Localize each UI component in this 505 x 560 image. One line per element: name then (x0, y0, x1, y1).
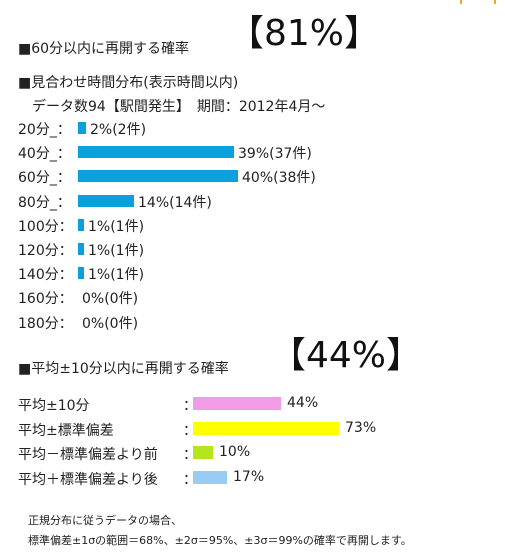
distribution-bar (78, 218, 84, 231)
distribution-category-label: 120分： (18, 243, 73, 259)
probability-category-label: 平均－標準偏差より前 (18, 447, 158, 463)
section1-title: ■60分以内に再開する確率 (18, 41, 190, 57)
distribution-row: 40分_： 39%(37件) (18, 141, 478, 163)
probability-category-label: 平均＋標準偏差より後 (18, 471, 158, 488)
distribution-value-label: 14%(14件) (138, 194, 212, 211)
distribution-row: 120分： 1%(1件) (18, 238, 478, 260)
distribution-bar (78, 267, 84, 280)
probability-value-label: 73% (345, 419, 377, 436)
probability-row: 平均±10分： 44% (18, 392, 478, 416)
distribution-row: 60分_： 40%(38件) (18, 165, 478, 187)
probability-value-label: 10% (219, 444, 251, 460)
distribution-category-label: 60分_： (18, 170, 71, 187)
probability-row: 平均±標準偏差： 73% (18, 417, 478, 441)
distribution-category-label: 180分： (18, 315, 73, 332)
note-line-1: 正規分布に従うデータの場合、 (28, 514, 182, 527)
distribution-value-label: 1%(1件) (88, 267, 145, 284)
distribution-value-label: 0%(0件) (82, 315, 139, 332)
distribution-row: 80分_： 14%(14件) (18, 190, 478, 212)
distribution-value-label: 40%(38件) (242, 170, 316, 187)
probability-bar (193, 421, 339, 435)
distribution-bar (78, 122, 86, 134)
distribution-bar (78, 170, 238, 183)
probability-row: 平均＋標準偏差より後： 17% (18, 466, 478, 490)
distribution-category-label: 100分： (18, 218, 73, 235)
probability-bar (193, 397, 281, 410)
distribution-category-label: 20分_： (18, 122, 71, 138)
corner-mark (494, 0, 496, 4)
section1-percentage: 【81%】 (228, 13, 381, 54)
distribution-bar (78, 243, 84, 255)
distribution-category-label: 80分_： (18, 194, 71, 211)
distribution-category-label: 40分_： (18, 146, 71, 163)
distribution-value-label: 1%(1件) (88, 218, 145, 235)
probability-value-label: 17% (233, 468, 265, 485)
distribution-value-label: 1%(1件) (88, 243, 145, 259)
distribution-value-label: 2%(2件) (90, 122, 147, 138)
probability-category-label: 平均±10分 (18, 398, 90, 414)
distribution-bar (78, 194, 134, 207)
distribution-bar (78, 146, 234, 159)
distribution-row: 160分： 0%(0件) (18, 286, 478, 308)
distribution-row: 140分： 1%(1件) (18, 262, 478, 284)
section2-subtitle: データ数94【駅間発生】 期間：2012年4月～ (32, 99, 326, 115)
corner-mark (460, 0, 462, 4)
distribution-row: 100分： 1%(1件) (18, 214, 478, 236)
section2-title: ■見合わせ時間分布(表示時間以内) (18, 75, 239, 91)
probability-bar (193, 446, 213, 459)
probability-category-label: 平均±標準偏差 (18, 422, 114, 439)
distribution-value-label: 0%(0件) (82, 291, 139, 308)
probability-bar (193, 470, 227, 484)
section3-title: ■平均±10分以内に再開する確率 (18, 361, 229, 377)
note-line-2: 標準偏差±1σの範囲＝68%、±2σ＝95%、±3σ＝99%の確率で再開します。 (28, 534, 412, 547)
section3-percentage: 【44%】 (270, 335, 423, 376)
distribution-row: 20分_： 2%(2件) (18, 117, 478, 139)
distribution-value-label: 39%(37件) (238, 146, 312, 163)
probability-row: 平均－標準偏差より前： 10% (18, 441, 478, 465)
distribution-row: 180分： 0%(0件) (18, 311, 478, 333)
distribution-category-label: 140分： (18, 267, 73, 284)
distribution-category-label: 160分： (18, 291, 73, 308)
probability-value-label: 44% (287, 395, 319, 411)
